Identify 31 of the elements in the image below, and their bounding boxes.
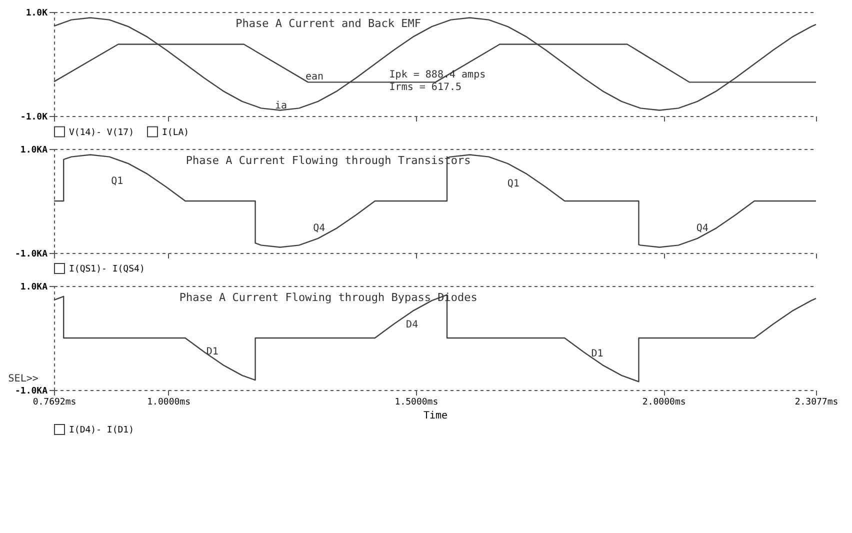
text: I(QS1)- I(QS4) [69,264,145,274]
line-series [53,17,817,111]
y-tick-label: -1.0KA [14,386,48,396]
legend-label: I(D4)- I(D1) [69,426,134,436]
legend-label: I(LA) [162,128,190,138]
annotation: D4 [406,319,418,330]
line-series [53,154,817,248]
legend-label: V(14)- V(17) [69,128,134,138]
text: SEL>> [8,374,38,385]
x-axis-title: Time [423,410,448,422]
annotation: Q4 [313,223,326,234]
annotation: D1 [591,348,604,360]
annotation: Q1 [507,178,520,190]
annotation: ia [274,100,288,112]
annotation: ean [305,71,324,82]
annotation: Irms = 617.5 [389,82,462,93]
y-tick-label: 1.0KA [20,282,48,292]
annotation: D1 [206,346,218,358]
y-tick-label: 1.0K [26,8,48,18]
annotation: Q1 [111,176,124,188]
y-tick-label: -1.0K [20,112,48,122]
annotation: Q4 [696,223,708,234]
x-tick-label: 2.0000ms [642,398,686,408]
x-tick-label: 1.0000ms [147,398,190,408]
x-tick-label: 1.5000ms [394,398,438,408]
x-tick-label: 2.3077ms [794,398,838,408]
line-series [53,294,817,382]
y-tick-label: 1.0KA [20,146,48,156]
x-tick-label: 0.7692ms [32,398,76,408]
chart-title: Phase A Current and Back EMF [236,17,422,30]
y-tick-label: -1.0KA [14,250,48,260]
